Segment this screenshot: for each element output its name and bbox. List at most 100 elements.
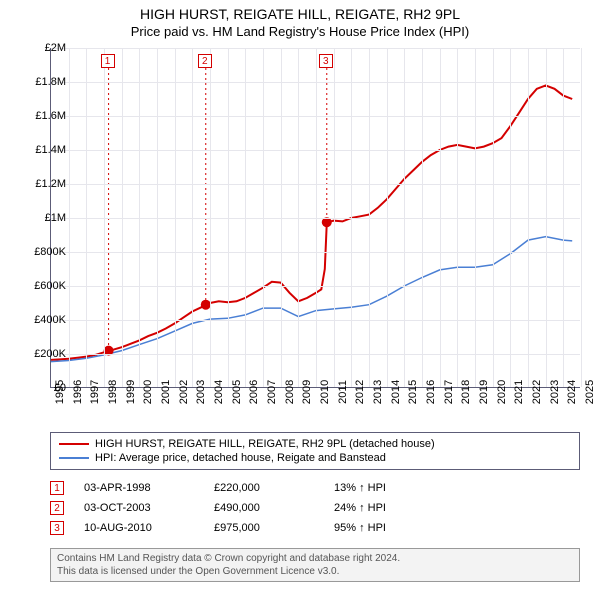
xtick-label: 1999 xyxy=(125,380,137,404)
xtick-label: 2015 xyxy=(407,380,419,404)
gridline-v xyxy=(104,48,105,387)
ytick-label: £800K xyxy=(34,246,66,258)
ytick-label: £2M xyxy=(45,42,66,54)
event-date: 03-APR-1998 xyxy=(84,482,194,494)
legend-label: HIGH HURST, REIGATE HILL, REIGATE, RH2 9… xyxy=(95,438,435,450)
title-line1: HIGH HURST, REIGATE HILL, REIGATE, RH2 9… xyxy=(0,6,600,22)
gridline-v xyxy=(510,48,511,387)
footer-line2: This data is licensed under the Open Gov… xyxy=(57,565,573,578)
xtick-label: 2004 xyxy=(213,380,225,404)
xtick-label: 2010 xyxy=(319,380,331,404)
gridline-v xyxy=(404,48,405,387)
ytick-label: £200K xyxy=(34,348,66,360)
footer-line1: Contains HM Land Registry data © Crown c… xyxy=(57,552,573,565)
event-date: 10-AUG-2010 xyxy=(84,522,194,534)
gridline-v xyxy=(440,48,441,387)
xtick-label: 2006 xyxy=(248,380,260,404)
xtick-label: 2009 xyxy=(301,380,313,404)
xtick-label: 2020 xyxy=(496,380,508,404)
gridline-v xyxy=(581,48,582,387)
xtick-label: 1995 xyxy=(54,380,66,404)
gridline-v xyxy=(192,48,193,387)
xtick-label: 2005 xyxy=(231,380,243,404)
plot-area xyxy=(50,48,580,388)
gridline-v xyxy=(157,48,158,387)
xtick-label: 2016 xyxy=(425,380,437,404)
gridline-v xyxy=(281,48,282,387)
event-number: 3 xyxy=(50,521,64,535)
ytick-label: £1.8M xyxy=(35,76,66,88)
gridline-v xyxy=(69,48,70,387)
event-pct: 13% ↑ HPI xyxy=(334,482,386,494)
xtick-label: 2023 xyxy=(549,380,561,404)
ytick-label: £400K xyxy=(34,314,66,326)
series-line xyxy=(51,237,572,362)
sale-marker-label: 2 xyxy=(198,54,212,68)
gridline-v xyxy=(422,48,423,387)
xtick-label: 1998 xyxy=(107,380,119,404)
xtick-label: 2001 xyxy=(160,380,172,404)
series-line xyxy=(51,85,572,360)
gridline-v xyxy=(334,48,335,387)
event-price: £975,000 xyxy=(214,522,314,534)
gridline-v xyxy=(528,48,529,387)
xtick-label: 2008 xyxy=(284,380,296,404)
xtick-label: 2014 xyxy=(390,380,402,404)
legend-label: HPI: Average price, detached house, Reig… xyxy=(95,452,386,464)
xtick-label: 2025 xyxy=(584,380,596,404)
xtick-label: 2003 xyxy=(195,380,207,404)
attribution-footer: Contains HM Land Registry data © Crown c… xyxy=(50,548,580,582)
ytick-label: £1M xyxy=(45,212,66,224)
gridline-v xyxy=(546,48,547,387)
xtick-label: 2018 xyxy=(460,380,472,404)
event-price: £490,000 xyxy=(214,502,314,514)
gridline-v xyxy=(563,48,564,387)
gridline-v xyxy=(493,48,494,387)
gridline-v xyxy=(210,48,211,387)
event-row: 3 10-AUG-2010 £975,000 95% ↑ HPI xyxy=(50,518,580,538)
gridline-v xyxy=(263,48,264,387)
sale-marker-label: 1 xyxy=(101,54,115,68)
xtick-label: 1997 xyxy=(89,380,101,404)
gridline-v xyxy=(86,48,87,387)
event-number: 1 xyxy=(50,481,64,495)
event-date: 03-OCT-2003 xyxy=(84,502,194,514)
gridline-v xyxy=(351,48,352,387)
xtick-label: 2024 xyxy=(566,380,578,404)
event-pct: 24% ↑ HPI xyxy=(334,502,386,514)
xtick-label: 2019 xyxy=(478,380,490,404)
xtick-label: 1996 xyxy=(72,380,84,404)
gridline-v xyxy=(122,48,123,387)
event-row: 203-OCT-2003£490,00024% ↑ HPI xyxy=(50,498,580,518)
legend-item: HIGH HURST, REIGATE HILL, REIGATE, RH2 9… xyxy=(59,437,571,451)
event-row: 1 03-APR-1998 £220,000 13% ↑ HPI xyxy=(50,478,580,498)
xtick-label: 2021 xyxy=(513,380,525,404)
sale-marker-label: 3 xyxy=(319,54,333,68)
gridline-v xyxy=(475,48,476,387)
xtick-label: 2000 xyxy=(142,380,154,404)
gridline-v xyxy=(175,48,176,387)
gridline-v xyxy=(298,48,299,387)
legend-item: HPI: Average price, detached house, Reig… xyxy=(59,451,571,465)
events-table: 103-APR-1998£220,00013% ↑ HPI203-OCT-200… xyxy=(50,478,580,538)
ytick-label: £1.6M xyxy=(35,110,66,122)
ytick-label: £1.2M xyxy=(35,178,66,190)
gridline-v xyxy=(245,48,246,387)
legend-swatch xyxy=(59,443,89,445)
ytick-label: £600K xyxy=(34,280,66,292)
xtick-label: 2002 xyxy=(178,380,190,404)
chart-container: HIGH HURST, REIGATE HILL, REIGATE, RH2 9… xyxy=(0,0,600,590)
event-price: £220,000 xyxy=(214,482,314,494)
xtick-label: 2013 xyxy=(372,380,384,404)
xtick-label: 2022 xyxy=(531,380,543,404)
legend-swatch xyxy=(59,457,89,459)
gridline-v xyxy=(387,48,388,387)
legend: HIGH HURST, REIGATE HILL, REIGATE, RH2 9… xyxy=(50,432,580,470)
title-block: HIGH HURST, REIGATE HILL, REIGATE, RH2 9… xyxy=(0,0,600,39)
title-line2: Price paid vs. HM Land Registry's House … xyxy=(0,24,600,39)
ytick-label: £1.4M xyxy=(35,144,66,156)
xtick-label: 2012 xyxy=(354,380,366,404)
event-pct: 95% ↑ HPI xyxy=(334,522,386,534)
xtick-label: 2007 xyxy=(266,380,278,404)
gridline-v xyxy=(228,48,229,387)
